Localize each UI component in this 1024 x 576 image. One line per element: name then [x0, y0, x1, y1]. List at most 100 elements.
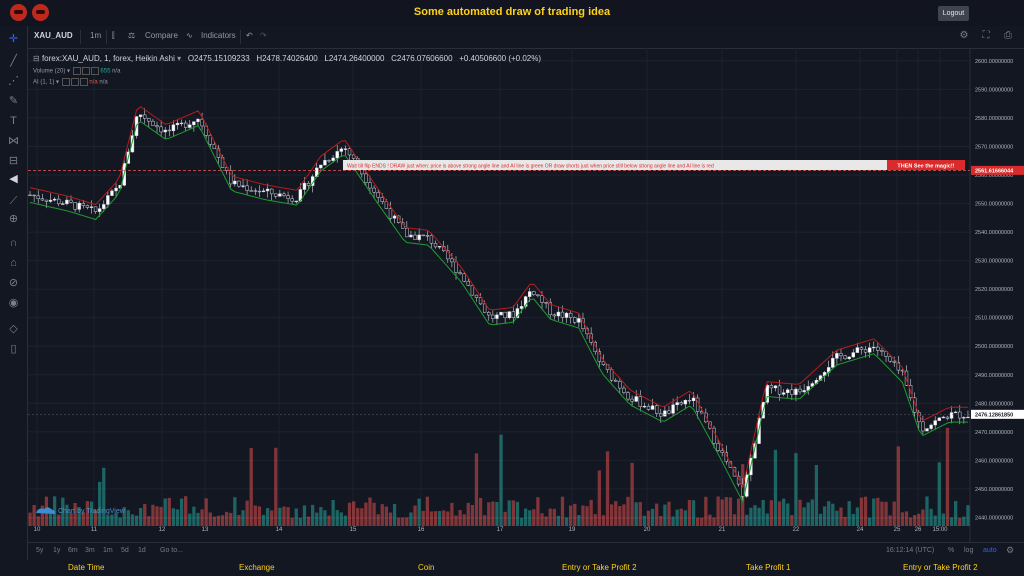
candle-body [888, 356, 892, 362]
ai-value-1: n/a [89, 79, 98, 86]
legend-close-icon[interactable] [90, 67, 99, 75]
top-header: Some automated draw of trading idea Logo… [0, 0, 1024, 26]
candle-body [777, 385, 782, 395]
crosshair-icon[interactable]: ✛ [8, 33, 19, 45]
range-6m[interactable]: 6m [68, 547, 78, 554]
candle-body [265, 188, 270, 192]
settings-icon[interactable]: ⚙ [959, 30, 969, 41]
volume-bar [212, 516, 216, 526]
volume-bar [409, 512, 413, 526]
magnet-icon[interactable]: ∩ [9, 237, 18, 249]
undo-icon[interactable]: ↶ [246, 31, 253, 40]
time-tick-label: 15 [350, 527, 357, 533]
compare-icon[interactable]: ⚖ [128, 31, 136, 40]
candle-body [57, 198, 61, 205]
ai-label[interactable]: AI (1, 1) [33, 79, 55, 86]
series-menu-icon[interactable]: ▾ [177, 54, 182, 63]
fullscreen-icon[interactable]: ⛶ [982, 30, 990, 41]
volume-bar [511, 500, 515, 526]
compare-button[interactable]: Compare [145, 31, 178, 40]
time-tick-label: 26 [915, 527, 922, 533]
legend-visibility-icon[interactable] [72, 67, 81, 75]
current-price-marker: 2476.12861850 [971, 409, 1024, 419]
candle-body [855, 347, 860, 353]
range-1d[interactable]: 1d [138, 547, 146, 554]
volume-bar [872, 498, 876, 526]
indicators-button[interactable]: Indicators [201, 31, 236, 40]
volume-bar [827, 501, 831, 526]
auto-toggle[interactable]: auto [983, 547, 997, 554]
candle-body [188, 124, 192, 128]
candle-body [102, 204, 106, 209]
symbol-search[interactable]: XAU_AUD [34, 31, 73, 40]
pattern-icon[interactable]: ⋈ [8, 135, 19, 147]
zoom-icon[interactable]: ⊕ [8, 213, 19, 225]
goto-button[interactable]: Go to... [160, 547, 183, 554]
footer-take-profit-1: Take Profit 1 [746, 563, 791, 572]
volume-bar [663, 504, 667, 526]
volume-bar [667, 501, 671, 526]
candle-body [626, 392, 630, 400]
candle-body [614, 379, 618, 382]
lock-icon[interactable]: ⌂ [10, 257, 17, 269]
eye-icon[interactable]: ◉ [8, 297, 19, 309]
legend-settings-icon[interactable] [81, 67, 90, 75]
text-icon[interactable]: T [10, 115, 17, 127]
bottom-settings-icon[interactable]: ⚙ [1006, 545, 1015, 555]
log-toggle[interactable]: log [964, 547, 974, 554]
candle-body [241, 185, 245, 187]
volume-bar [777, 501, 782, 526]
range-3m[interactable]: 3m [85, 547, 95, 554]
back-arrow-icon[interactable]: ◀ [9, 173, 18, 185]
collapse-legend-icon[interactable]: ⊟ [33, 54, 42, 63]
clock-time[interactable]: 16:12:14 (UTC) [886, 547, 935, 554]
candle-body [106, 195, 110, 205]
volume-bar [294, 508, 298, 526]
volume-bar [822, 506, 827, 526]
brush-icon[interactable]: ✎ [8, 95, 19, 107]
volume-bar [753, 505, 757, 526]
ruler-icon[interactable]: ⟋ [9, 195, 18, 207]
candle-body [474, 294, 479, 298]
series-title[interactable]: forex:XAU_AUD, 1, forex, Heikin Ashi [41, 54, 175, 63]
volume-bar [73, 503, 77, 526]
volume-bar [925, 496, 929, 526]
annotation-cta: THEN See the magic!! [897, 164, 954, 170]
volume-bar [724, 497, 728, 526]
indicators-icon[interactable]: ∿ [186, 31, 193, 40]
volume-bar [368, 497, 372, 526]
layers-icon[interactable]: ◇ [9, 323, 18, 335]
trendline-icon[interactable]: ╱ [10, 55, 17, 67]
volume-bar [552, 508, 556, 526]
range-1y[interactable]: 1y [53, 547, 61, 554]
volume-label[interactable]: Volume (20) [33, 68, 66, 75]
candle-body [933, 420, 937, 426]
ai-legend: AI (1, 1) ▾ n/a n/a [33, 78, 108, 86]
ai-visibility-icon[interactable] [61, 78, 70, 86]
range-5d[interactable]: 5d [121, 547, 129, 554]
volume-bar [143, 503, 147, 526]
range-1m[interactable]: 1m [103, 547, 113, 554]
range-5y[interactable]: 5y [36, 547, 44, 554]
screenshot-icon[interactable]: ⎙ [1004, 30, 1012, 41]
candle-body [192, 121, 196, 126]
time-tick-label: 12 [159, 527, 166, 533]
fib-icon[interactable]: ⋰ [8, 75, 19, 87]
volume-bar [868, 517, 872, 526]
logout-button[interactable]: Logout [938, 6, 969, 21]
volume-bar [839, 507, 843, 526]
price-chart[interactable]: 2600.00000000 2590.00000000 2580.00000000 2… [28, 48, 1024, 542]
trash-icon[interactable]: ▯ [10, 343, 17, 355]
interval-button[interactable]: 1m [90, 31, 102, 40]
lock-drawings-icon[interactable]: ⊘ [8, 277, 19, 289]
ai-close-icon[interactable] [79, 78, 88, 86]
candle-body [282, 193, 286, 196]
percent-toggle[interactable]: % [948, 547, 955, 554]
redo-icon[interactable]: ↷ [260, 31, 267, 40]
chart-style-icon[interactable]: ⫿ [112, 31, 115, 40]
ai-settings-icon[interactable] [70, 78, 79, 86]
volume-bar [888, 515, 892, 526]
prediction-icon[interactable]: ⊟ [8, 155, 19, 167]
candle-body [462, 273, 466, 282]
ohlc-change: +0.40506600 (+0.02%) [459, 54, 542, 63]
